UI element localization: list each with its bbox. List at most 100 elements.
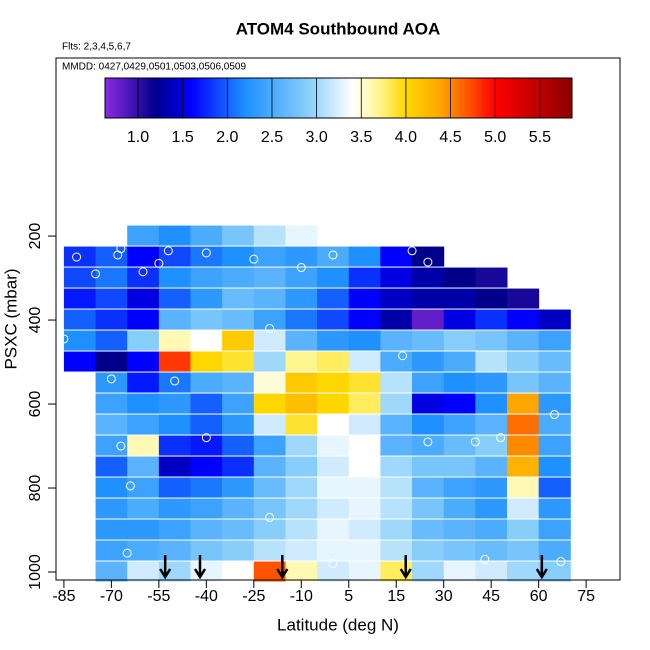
heat-cell (348, 477, 381, 498)
heat-cell (412, 414, 445, 435)
heat-cell (285, 435, 318, 456)
y-tick-label: 200 (27, 223, 44, 250)
heat-cell (443, 477, 476, 498)
x-tick-label: 45 (482, 588, 500, 605)
sample-point (423, 257, 433, 267)
heat-cell (317, 540, 350, 561)
heat-cell (348, 267, 381, 288)
heat-cell (63, 246, 97, 267)
heat-cell (95, 288, 128, 309)
heat-cell (190, 519, 223, 540)
colorbar-tick-label: 1.5 (172, 129, 194, 146)
heat-cell (95, 435, 128, 456)
heat-cell (222, 414, 255, 435)
heat-cell (285, 225, 318, 246)
arrow-head (193, 568, 207, 580)
heat-cell (317, 456, 350, 477)
x-tick-label: -40 (195, 588, 218, 605)
heat-cell (158, 414, 192, 435)
x-tick-label: -85 (52, 588, 75, 605)
sample-point (59, 334, 69, 344)
heat-cell (222, 267, 255, 288)
heat-cell (507, 393, 540, 414)
sample-point (296, 263, 306, 273)
heat-cell (380, 498, 413, 519)
heat-cell (412, 246, 445, 267)
heat-cell (507, 330, 540, 351)
heat-cell (507, 540, 540, 561)
heat-cell (95, 309, 128, 330)
heat-cell (158, 309, 192, 330)
heatmap (63, 225, 571, 582)
heat-cell (222, 435, 255, 456)
heat-cell (95, 414, 128, 435)
heat-cell (507, 414, 540, 435)
heat-cell (253, 288, 286, 309)
heat-cell (253, 477, 286, 498)
arrow-head (535, 568, 548, 580)
heat-cell (507, 498, 540, 519)
heat-cell (285, 351, 318, 372)
heat-cell (348, 372, 381, 393)
heat-cell (285, 540, 318, 561)
heat-cell (158, 393, 192, 414)
x-tick-label: -25 (242, 588, 265, 605)
heat-cell (538, 330, 571, 351)
heat-cell (317, 372, 350, 393)
colorbar-tick-label: 5.0 (484, 129, 506, 146)
heat-cell (538, 351, 571, 372)
heat-cell (475, 414, 508, 435)
sample-point (154, 258, 164, 268)
heat-cell (380, 351, 413, 372)
heat-cell (190, 288, 223, 309)
heat-cell (443, 435, 476, 456)
heat-cell (222, 561, 255, 582)
x-tick-label: 30 (435, 588, 453, 605)
sample-point (265, 512, 275, 522)
heat-cell (253, 330, 286, 351)
heat-cell (380, 246, 413, 267)
heat-cell (412, 372, 445, 393)
heat-cell (63, 309, 97, 330)
sample-point (116, 244, 126, 254)
colorbar-tick-label: 4.0 (395, 129, 417, 146)
heat-cell (222, 393, 255, 414)
x-tick-label: 5 (344, 588, 353, 605)
heat-cell (538, 309, 571, 330)
heat-cell (222, 330, 255, 351)
arrow (276, 555, 289, 580)
heat-cell (127, 498, 160, 519)
y-axis-label: PSXC (mbar) (1, 268, 20, 369)
heat-cell (538, 456, 571, 477)
heat-cell (538, 372, 571, 393)
heat-cell (475, 372, 508, 393)
x-tick-label: -55 (147, 588, 170, 605)
heat-cell (443, 330, 476, 351)
y-tick-label: 800 (27, 475, 44, 502)
heat-cell (348, 519, 381, 540)
heat-cell (158, 561, 192, 582)
colorbar-tick-label: 5.5 (529, 129, 551, 146)
heat-cell (348, 540, 381, 561)
heat-cell (190, 477, 223, 498)
heat-cell (507, 435, 540, 456)
heat-cell (538, 498, 571, 519)
heat-cell (380, 519, 413, 540)
heat-cell (475, 288, 508, 309)
heat-cell (95, 456, 128, 477)
heat-cell (285, 267, 318, 288)
heat-cell (253, 456, 286, 477)
colorbar-tick-label: 3.0 (305, 129, 327, 146)
heat-cell (412, 540, 445, 561)
colorbar-tick-label: 1.0 (127, 129, 149, 146)
heat-cell (127, 246, 160, 267)
sample-point (163, 246, 173, 256)
heat-cell (222, 456, 255, 477)
heat-cell (158, 267, 192, 288)
heat-cell (127, 561, 160, 582)
heat-cell (412, 456, 445, 477)
heat-cell (253, 225, 286, 246)
heat-cell (475, 351, 508, 372)
heat-cell (158, 519, 192, 540)
heat-cell (348, 414, 381, 435)
